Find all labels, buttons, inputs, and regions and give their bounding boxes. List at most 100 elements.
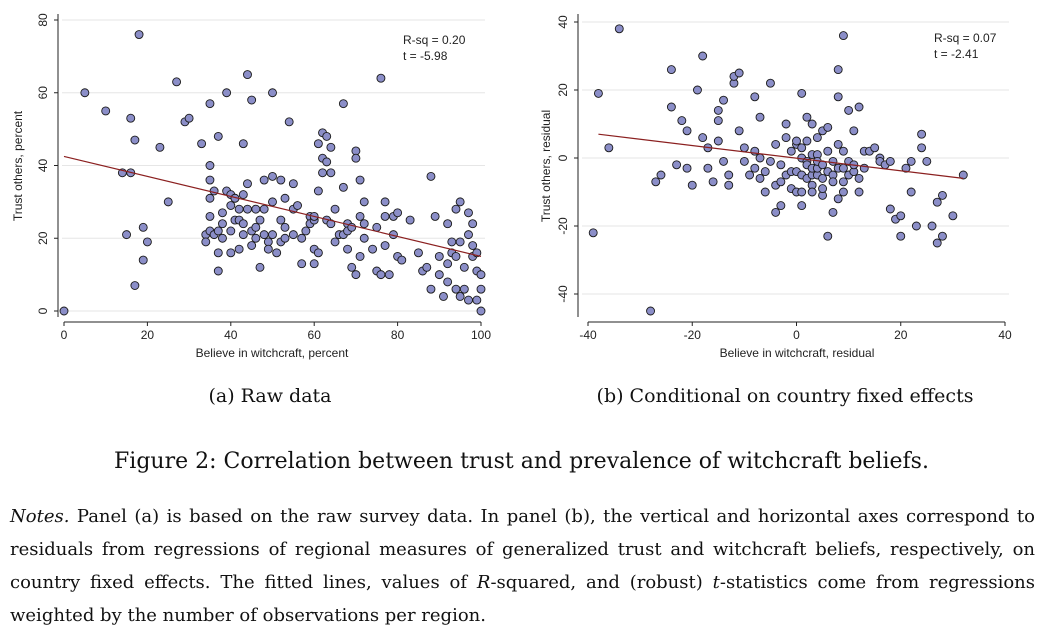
scatter-point: [209, 186, 219, 196]
scatter-point: [812, 133, 822, 143]
scatter-point: [755, 112, 765, 122]
scatter-point: [397, 255, 407, 265]
scatter-point: [318, 168, 327, 178]
scatter-point: [776, 201, 786, 211]
scatter-point: [247, 95, 257, 105]
scatter-point: [197, 139, 207, 149]
scatter-point: [255, 215, 265, 225]
scatter-point: [313, 139, 323, 149]
x-tick-label: 20: [141, 328, 155, 342]
scatter-point: [885, 204, 895, 214]
scatter-point: [666, 102, 676, 112]
scatter-point: [698, 51, 708, 61]
scatter-point: [682, 126, 692, 136]
scatter-point: [823, 146, 833, 156]
scatter-point: [854, 102, 864, 112]
y-tick-label: 0: [556, 154, 570, 161]
scatter-point: [771, 207, 781, 217]
scatter-point: [368, 244, 378, 254]
scatter-point: [243, 70, 252, 80]
scatter-point: [268, 171, 277, 181]
scatter-point: [213, 248, 223, 258]
scatter-point: [218, 219, 227, 229]
scatter-point: [911, 221, 921, 231]
x-ticks-b: -40 -20 0 20 40: [579, 322, 1012, 342]
scatter-point: [138, 255, 148, 265]
scatter-point: [126, 113, 136, 123]
scatter-point: [251, 222, 261, 232]
scatter-point: [122, 230, 132, 240]
scatter-point: [263, 244, 273, 254]
scatter-point: [651, 177, 661, 187]
scatter-point: [838, 187, 848, 197]
y-ticks-b: -40 -20 0 20 40: [556, 15, 578, 303]
x-tick-label: 80: [391, 328, 405, 342]
scatter-point: [739, 156, 749, 166]
scatter-point: [238, 230, 248, 240]
scatter-point: [405, 215, 415, 225]
scatter-point: [849, 126, 859, 136]
scatter-point: [870, 143, 880, 153]
scatter-point: [906, 156, 916, 166]
scatter-point: [459, 284, 469, 294]
scatter-point: [259, 175, 269, 185]
scatter-point: [476, 270, 486, 280]
scatter-point: [205, 161, 215, 170]
scatter-point: [355, 211, 365, 221]
scatter-point: [251, 204, 261, 214]
scatter-point: [765, 156, 775, 166]
scatter-point: [293, 201, 302, 210]
x-tick-label: 40: [998, 328, 1012, 342]
scatter-point: [322, 157, 332, 167]
scatter-point: [226, 248, 236, 258]
scatter-point: [750, 92, 760, 102]
notes-paragraph: Notes. Panel (a) is based on the raw sur…: [10, 500, 1035, 632]
scatter-point: [844, 105, 854, 115]
scatter-point: [818, 184, 828, 194]
scatter-point: [80, 88, 90, 98]
scatter-point: [760, 167, 770, 177]
scatter-point: [604, 143, 614, 153]
scatter-point: [901, 163, 911, 173]
scatter-point: [222, 88, 232, 98]
x-tick-label: -40: [579, 328, 597, 342]
scatter-point: [259, 230, 269, 240]
chart-panel-a: 0 20 40 60 80 0 20 40 60 80 100 R-sq = 0.20 t = -…: [11, 13, 491, 360]
scatter-point: [693, 85, 702, 95]
scatter-point: [251, 233, 261, 243]
scatter-point: [666, 65, 676, 75]
scatter-point: [326, 168, 336, 178]
notes-text-2: -squared, and (robust): [490, 572, 713, 593]
scatter-point: [218, 233, 227, 243]
scatter-point: [797, 187, 807, 197]
scatter-point: [359, 197, 369, 207]
scatter-point: [719, 156, 728, 166]
scatter-point: [823, 231, 833, 241]
scatter-point: [451, 251, 461, 261]
scatter-point: [226, 201, 236, 210]
scatter-point: [280, 193, 290, 203]
scatter-point: [833, 194, 843, 204]
scatter-point: [927, 221, 937, 231]
scatter-point: [380, 197, 390, 207]
scatter-point: [719, 95, 728, 105]
scatter-point: [288, 230, 298, 240]
scatter-point: [226, 226, 236, 236]
scatter-point: [838, 31, 848, 41]
scatter-point: [455, 292, 465, 301]
scatter-point: [213, 266, 223, 276]
scatter-point: [238, 139, 248, 149]
fitted-line: [63, 155, 482, 258]
scatter-point: [247, 241, 257, 250]
scatter-point: [451, 204, 461, 214]
y-tick-label: 60: [36, 86, 50, 100]
scatter-point: [447, 237, 457, 247]
scatter-point: [376, 73, 386, 83]
scatter-point: [422, 262, 432, 272]
scatter-point: [713, 116, 723, 126]
x-tick-label: -20: [684, 328, 702, 342]
scatter-point: [807, 187, 817, 197]
y-ticks-a: 0 20 40 60 80: [36, 13, 58, 314]
scatter-point: [426, 171, 436, 181]
y-tick-label: -40: [556, 285, 570, 303]
